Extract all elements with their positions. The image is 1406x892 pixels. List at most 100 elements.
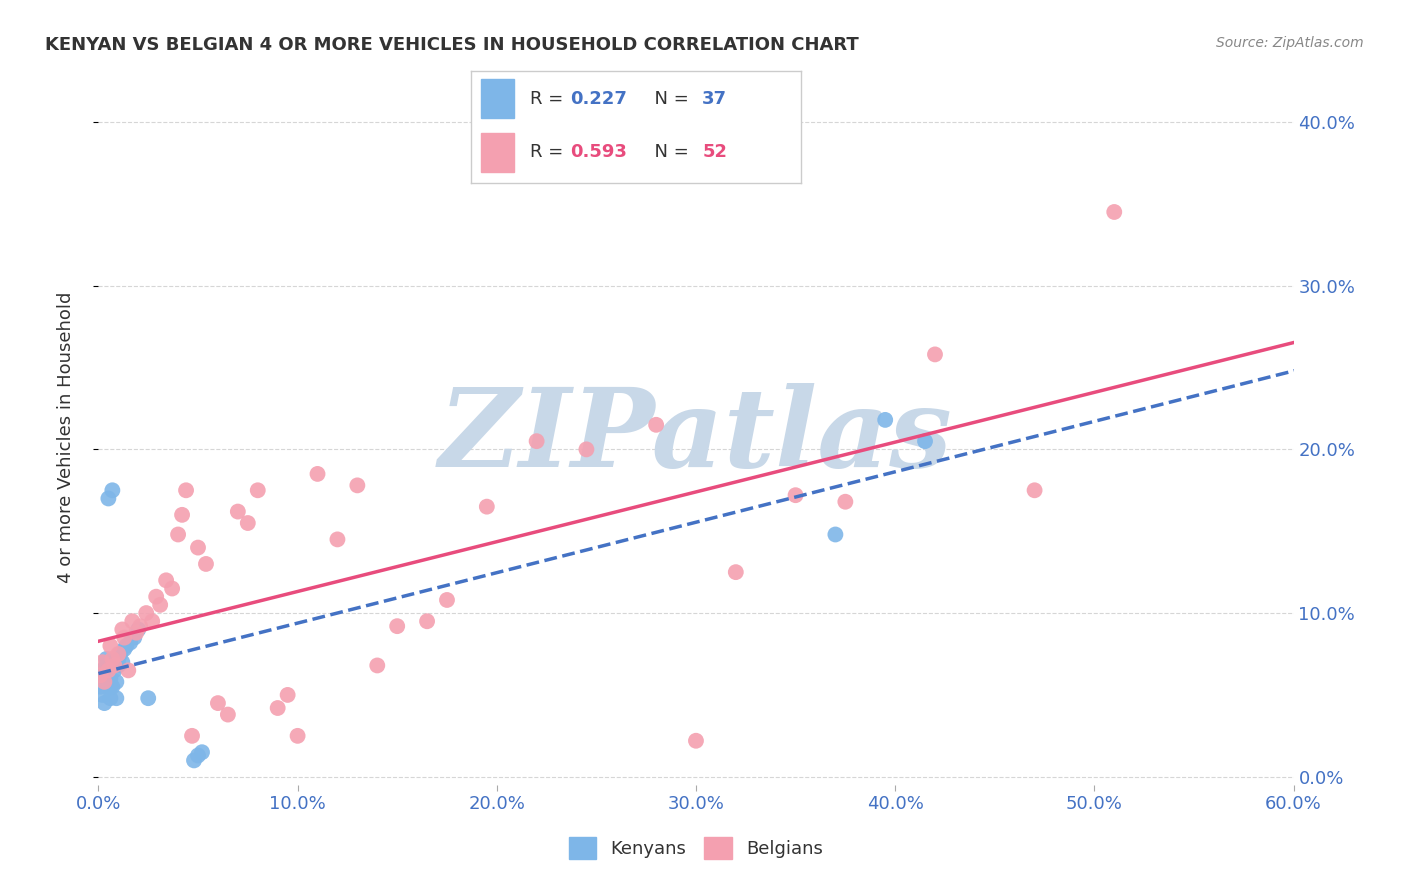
Point	[136, 691, 159, 706]
Point	[475, 500, 498, 514]
Point	[103, 664, 125, 678]
Point	[96, 658, 118, 673]
Point	[575, 442, 598, 457]
Point	[785, 488, 807, 502]
Point	[645, 417, 668, 432]
Text: 52: 52	[703, 143, 727, 161]
Point	[107, 652, 129, 666]
Point	[187, 541, 209, 555]
Point	[277, 688, 299, 702]
Point	[110, 647, 132, 661]
Text: N =: N =	[643, 143, 695, 161]
Point	[1024, 483, 1046, 498]
Text: KENYAN VS BELGIAN 4 OR MORE VEHICLES IN HOUSEHOLD CORRELATION CHART: KENYAN VS BELGIAN 4 OR MORE VEHICLES IN …	[45, 36, 859, 54]
Point	[145, 590, 167, 604]
Point	[120, 635, 142, 649]
Point	[103, 658, 125, 673]
Point	[924, 347, 946, 361]
Point	[226, 505, 249, 519]
Point	[121, 614, 143, 628]
Point	[93, 672, 115, 686]
Point	[526, 434, 548, 449]
Point	[834, 494, 856, 508]
Point	[160, 582, 183, 596]
Point	[91, 655, 114, 669]
Point	[416, 614, 439, 628]
Point	[105, 691, 128, 706]
Point	[97, 664, 120, 678]
Point	[105, 674, 128, 689]
Point	[191, 745, 214, 759]
Point	[112, 642, 135, 657]
Text: 0.593: 0.593	[571, 143, 627, 161]
Point	[183, 753, 205, 767]
Text: R =: R =	[530, 143, 569, 161]
Point	[246, 483, 269, 498]
Point	[125, 625, 148, 640]
Point	[167, 527, 190, 541]
Point	[135, 606, 157, 620]
Point	[103, 655, 125, 669]
Point	[366, 658, 388, 673]
Point	[107, 647, 129, 661]
Point	[195, 557, 218, 571]
Point	[89, 668, 111, 682]
Point	[96, 668, 118, 682]
Point	[685, 733, 707, 747]
Point	[97, 674, 120, 689]
Text: 37: 37	[703, 90, 727, 108]
Point	[124, 631, 146, 645]
Point	[115, 639, 138, 653]
Point	[112, 631, 135, 645]
Bar	[481, 79, 515, 119]
Point	[267, 701, 290, 715]
Text: 0.227: 0.227	[571, 90, 627, 108]
Point	[824, 527, 846, 541]
Point	[207, 696, 229, 710]
Point	[127, 623, 149, 637]
Point	[914, 434, 936, 449]
Point	[724, 565, 747, 579]
Point	[129, 619, 152, 633]
Point	[107, 658, 129, 673]
Point	[326, 533, 349, 547]
Point	[172, 508, 194, 522]
Legend: Kenyans, Belgians: Kenyans, Belgians	[562, 830, 830, 866]
Point	[89, 672, 111, 686]
Text: R =: R =	[530, 90, 569, 108]
Point	[91, 688, 114, 702]
Point	[307, 467, 329, 481]
Bar	[481, 133, 515, 171]
Point	[187, 748, 209, 763]
Point	[155, 574, 177, 588]
Y-axis label: 4 or more Vehicles in Household: 4 or more Vehicles in Household	[56, 292, 75, 582]
Point	[96, 652, 118, 666]
Point	[111, 623, 134, 637]
Text: ZIPatlas: ZIPatlas	[439, 384, 953, 491]
Point	[1104, 205, 1126, 219]
Point	[93, 674, 115, 689]
Point	[236, 516, 259, 530]
Point	[101, 483, 124, 498]
Point	[101, 652, 124, 666]
Text: N =: N =	[643, 90, 695, 108]
Point	[149, 598, 172, 612]
Point	[89, 680, 111, 694]
Point	[98, 639, 122, 653]
Point	[97, 664, 120, 678]
Point	[97, 491, 120, 506]
Point	[217, 707, 239, 722]
Point	[181, 729, 204, 743]
Text: Source: ZipAtlas.com: Source: ZipAtlas.com	[1216, 36, 1364, 50]
Point	[174, 483, 197, 498]
Point	[436, 593, 458, 607]
Point	[385, 619, 409, 633]
Point	[98, 691, 122, 706]
Point	[111, 655, 134, 669]
Point	[98, 680, 122, 694]
Point	[346, 478, 368, 492]
Point	[101, 680, 124, 694]
Point	[875, 413, 897, 427]
Point	[91, 664, 114, 678]
Point	[117, 664, 139, 678]
